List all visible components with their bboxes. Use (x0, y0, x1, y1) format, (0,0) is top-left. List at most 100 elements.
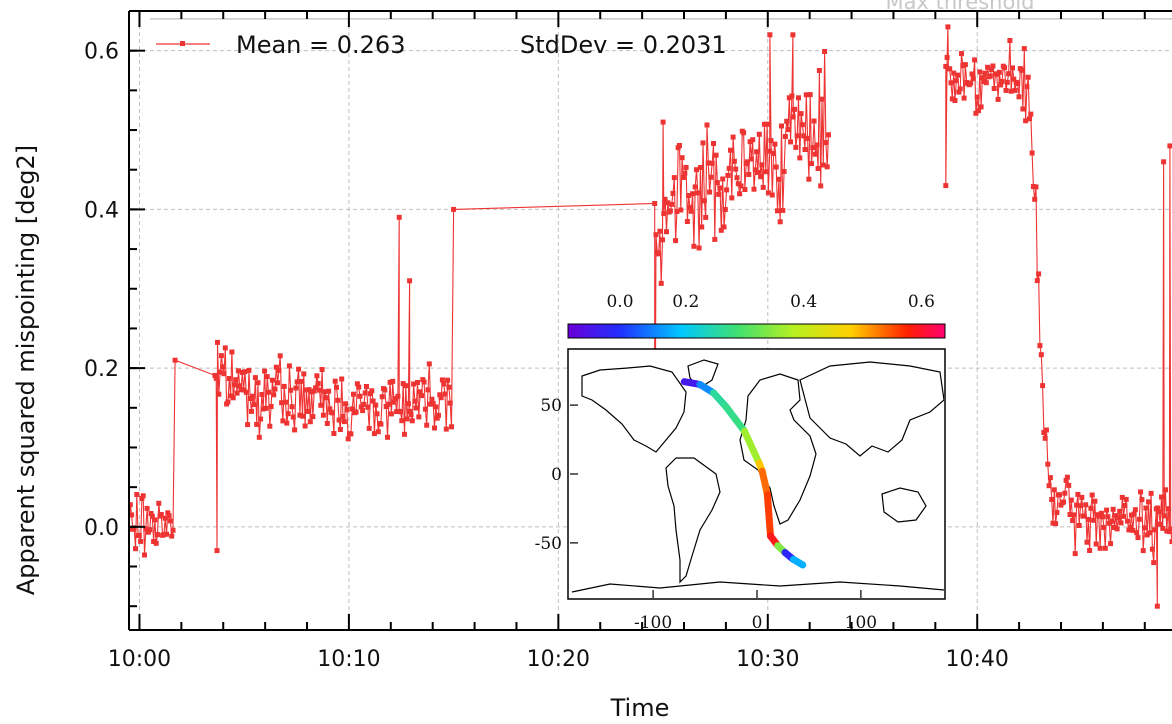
data-point (943, 63, 949, 69)
data-point (768, 138, 774, 144)
data-point (286, 363, 292, 369)
data-point (1004, 79, 1010, 85)
data-point (1100, 514, 1106, 520)
data-point (1033, 184, 1039, 190)
data-point (673, 238, 679, 244)
data-point (348, 431, 354, 437)
data-point (781, 169, 787, 174)
data-point (218, 353, 224, 359)
data-point (729, 195, 735, 201)
data-point (1092, 498, 1098, 504)
data-point (671, 175, 677, 181)
data-point (690, 191, 696, 197)
data-point (691, 243, 697, 249)
data-point (413, 405, 419, 411)
data-point (824, 164, 830, 170)
data-point (391, 399, 397, 405)
data-point (1122, 503, 1128, 508)
data-point (1044, 427, 1049, 433)
data-point (1034, 278, 1040, 284)
data-point (683, 164, 689, 170)
data-point (811, 118, 817, 124)
data-point (1062, 490, 1068, 496)
data-point (1002, 65, 1008, 71)
data-point (358, 404, 364, 410)
data-point (1166, 529, 1172, 535)
y-tick-label: 0.0 (84, 516, 119, 541)
data-point (1011, 76, 1017, 82)
legend-mean: Mean = 0.263 (236, 31, 405, 59)
data-point (790, 32, 796, 38)
data-point (990, 63, 996, 69)
data-point (977, 69, 983, 75)
data-point (721, 224, 727, 230)
data-point (747, 139, 753, 145)
data-point (215, 339, 220, 345)
data-point (371, 431, 377, 437)
data-point (1130, 527, 1136, 533)
data-point (156, 500, 162, 506)
data-point (1087, 548, 1093, 553)
data-point (763, 169, 769, 175)
data-point (708, 174, 714, 180)
data-point (403, 383, 409, 389)
data-point (318, 402, 324, 408)
data-point (788, 139, 794, 145)
data-point (1102, 545, 1108, 551)
south-america-outline (665, 457, 721, 584)
data-point (968, 80, 974, 86)
data-point (222, 345, 228, 351)
data-point (1074, 502, 1080, 508)
data-point (658, 280, 664, 286)
data-point (948, 80, 954, 86)
data-point (390, 378, 396, 384)
data-point (959, 51, 964, 57)
data-point (1161, 513, 1167, 519)
data-point (149, 513, 155, 519)
data-point (1144, 532, 1150, 538)
data-point (289, 404, 295, 410)
data-point (166, 513, 172, 519)
data-point (442, 391, 448, 397)
data-point (1109, 518, 1115, 524)
data-point (728, 147, 733, 153)
data-point (288, 387, 294, 393)
data-point (1025, 74, 1031, 80)
data-point (1113, 513, 1119, 519)
data-point (762, 121, 767, 127)
data-point (665, 200, 671, 206)
data-point (134, 492, 140, 497)
data-point (1066, 482, 1072, 488)
data-point (234, 390, 240, 396)
data-point (1161, 159, 1167, 165)
data-point (1045, 461, 1051, 467)
data-point (773, 164, 779, 170)
data-point (1003, 87, 1009, 93)
data-point (356, 384, 362, 390)
data-point (952, 98, 958, 103)
colorbar-tick-label: 0.6 (908, 292, 935, 312)
data-point (383, 404, 389, 409)
data-point (1047, 475, 1053, 481)
data-point (1050, 520, 1056, 526)
data-point (1159, 494, 1164, 500)
data-point (779, 123, 784, 129)
data-point (374, 411, 380, 417)
data-point (801, 133, 807, 139)
data-point (1061, 499, 1066, 505)
data-point (776, 176, 782, 182)
legend: Mean = 0.263 StdDev = 0.2031 (156, 31, 727, 59)
data-point (311, 388, 317, 394)
data-point (1070, 518, 1076, 523)
data-point (436, 412, 441, 418)
data-point (433, 404, 439, 410)
data-point (1076, 523, 1082, 528)
data-point (220, 364, 226, 370)
data-point (243, 389, 249, 395)
data-point (784, 118, 790, 124)
data-point (1119, 494, 1125, 500)
data-point (369, 388, 375, 394)
data-point (327, 406, 333, 412)
data-point (994, 71, 1000, 77)
data-point (161, 532, 167, 537)
